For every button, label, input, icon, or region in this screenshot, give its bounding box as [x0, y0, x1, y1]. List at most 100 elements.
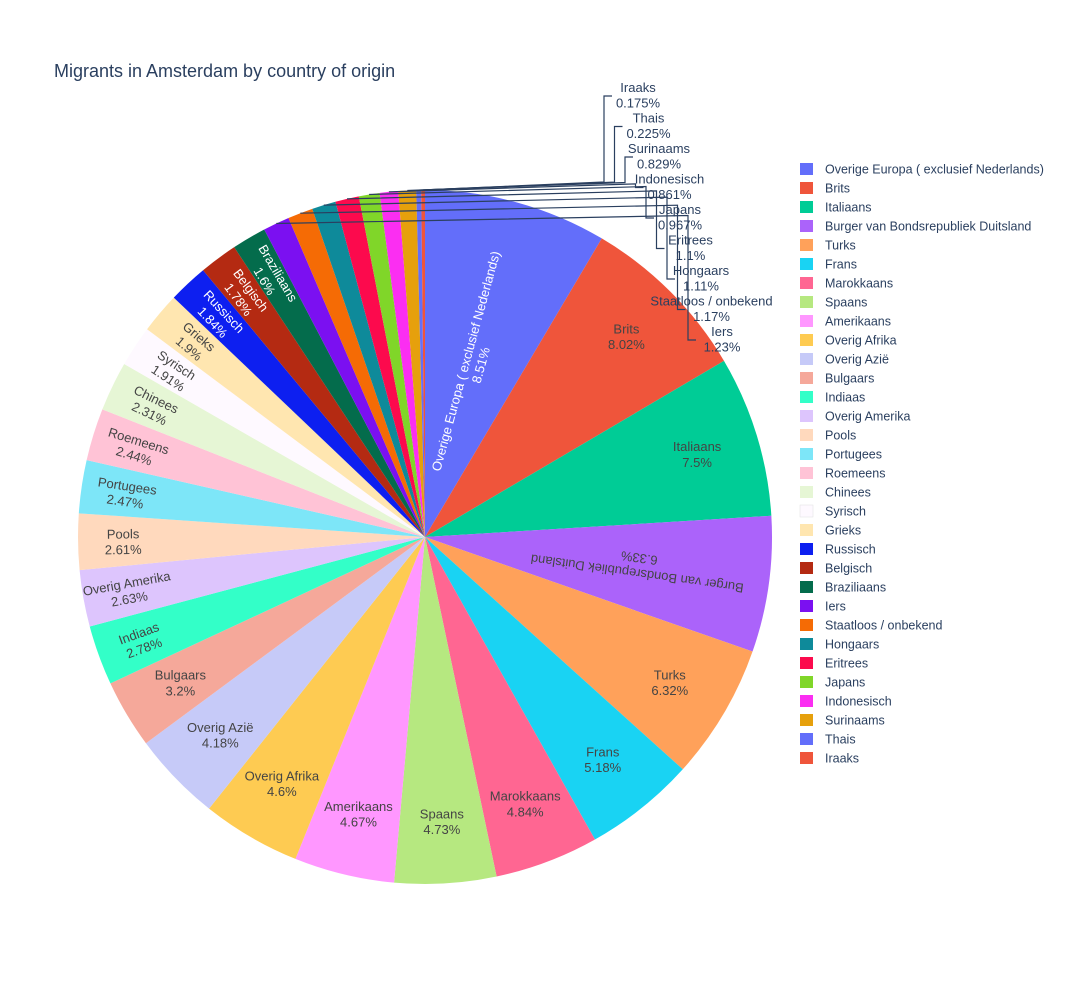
leader-line-iers [276, 214, 696, 341]
legend-swatch [800, 581, 813, 593]
pie-slice-russisch[interactable] [173, 270, 425, 537]
legend-swatch [800, 486, 813, 498]
pie-slice-grieks[interactable] [147, 297, 425, 537]
pie-slice-overige-europa-exclusief-nederlands[interactable] [425, 190, 602, 537]
slice-label-hongaars: Hongaars 1.11% [673, 263, 730, 294]
pie-slice-indiaas[interactable] [89, 537, 426, 684]
pie-slice-marokkaans[interactable] [425, 537, 595, 877]
legend-item-spaans[interactable]: Spaans [800, 296, 867, 310]
legend-item-frans[interactable]: Frans [800, 258, 857, 272]
legend-item-staatloos-onbekend[interactable]: Staatloos / onbekend [800, 619, 942, 633]
legend-item-portugees[interactable]: Portugees [800, 448, 882, 462]
legend-swatch [800, 315, 813, 327]
legend-item-hongaars[interactable]: Hongaars [800, 638, 879, 652]
legend-item-surinaams[interactable]: Surinaams [800, 714, 885, 728]
legend-swatch [800, 638, 813, 650]
legend-item-grieks[interactable]: Grieks [800, 524, 861, 538]
slice-label-staatloos-onbekend: Staatloos / onbekend 1.17% [650, 294, 772, 325]
legend-swatch [800, 220, 813, 232]
pie-slice-frans[interactable] [425, 537, 683, 840]
legend-swatch [800, 258, 813, 270]
legend-label: Grieks [825, 524, 861, 538]
pie-slices [78, 189, 772, 885]
pie-slice-surinaams[interactable] [398, 190, 425, 538]
legend-item-burger-van-bondsrepubliek-duitsland[interactable]: Burger van Bondsrepubliek Duitsland [800, 220, 1031, 234]
slice-label-amerikaans: Amerikaans 4.67% [324, 799, 393, 830]
legend-item-indiaas[interactable]: Indiaas [800, 391, 865, 405]
legend-label: Brits [825, 182, 850, 196]
pie-slice-japans[interactable] [358, 192, 425, 538]
legend-label: Overig Azië [825, 353, 889, 367]
legend-swatch [800, 543, 813, 555]
legend-item-iraaks[interactable]: Iraaks [800, 752, 859, 766]
legend-item-italiaans[interactable]: Italiaans [800, 201, 872, 215]
legend-item-chinees[interactable]: Chinees [800, 486, 871, 500]
pie-slice-overig-afrika[interactable] [209, 537, 425, 859]
legend-label: Bulgaars [825, 372, 874, 386]
legend-label: Surinaams [825, 714, 885, 728]
legend-label: Syrisch [825, 505, 866, 519]
pie-slice-roemeens[interactable] [86, 409, 425, 537]
legend-item-amerikaans[interactable]: Amerikaans [800, 315, 891, 329]
legend-item-russisch[interactable]: Russisch [800, 543, 876, 557]
legend-item-marokkaans[interactable]: Marokkaans [800, 277, 893, 291]
legend-item-brits[interactable]: Brits [800, 182, 850, 196]
legend-item-roemeens[interactable]: Roemeens [800, 467, 885, 481]
pie-slice-brits[interactable] [425, 238, 724, 538]
pie-slice-thais[interactable] [416, 190, 425, 537]
pie-slice-chinees[interactable] [102, 364, 425, 537]
slice-label-iers: Iers 1.23% [704, 324, 741, 355]
legend-item-indonesisch[interactable]: Indonesisch [800, 695, 892, 709]
slice-label-eritrees: Eritrees 1.1% [668, 233, 713, 264]
legend-item-bulgaars[interactable]: Bulgaars [800, 372, 874, 386]
legend-item-iers[interactable]: Iers [800, 600, 846, 614]
pie-slice-overig-azie[interactable] [145, 537, 425, 809]
legend-swatch [800, 524, 813, 536]
pie-slice-staatloos-onbekend[interactable] [288, 208, 425, 537]
pie-slice-braziliaans[interactable] [234, 229, 425, 538]
legend-swatch [800, 733, 813, 745]
leader-line-indonesisch [388, 183, 644, 193]
pie-slice-hongaars[interactable] [312, 201, 425, 537]
legend-item-thais[interactable]: Thais [800, 733, 856, 747]
legend-item-japans[interactable]: Japans [800, 676, 865, 690]
pie-slice-eritrees[interactable] [335, 196, 425, 537]
slice-label-indonesisch: Indonesisch 0.861% [635, 172, 704, 203]
legend-swatch [800, 353, 813, 365]
legend-item-syrisch[interactable]: Syrisch [799, 505, 866, 519]
legend-item-braziliaans[interactable]: Braziliaans [800, 581, 886, 595]
legend-item-eritrees[interactable]: Eritrees [800, 657, 868, 671]
legend-label: Indiaas [825, 391, 865, 405]
legend-item-overig-azie[interactable]: Overig Azië [800, 353, 889, 367]
pie-slice-amerikaans[interactable] [295, 537, 425, 883]
pie-slice-burger-van-bondsrepubliek-duitsland[interactable] [425, 515, 772, 652]
legend-label: Frans [825, 258, 857, 272]
pie-slice-spaans[interactable] [394, 537, 497, 885]
pie-slice-italiaans[interactable] [425, 360, 772, 537]
pie-slice-pools[interactable] [78, 513, 426, 571]
legend-swatch [800, 467, 813, 479]
slice-label-turks: Turks 6.32% [651, 667, 688, 698]
legend-item-pools[interactable]: Pools [800, 429, 856, 443]
pie-slice-belgisch[interactable] [203, 247, 425, 537]
pie-slice-indonesisch[interactable] [379, 191, 425, 537]
legend-item-overig-afrika[interactable]: Overig Afrika [800, 334, 897, 348]
slice-label-surinaams: Surinaams 0.829% [628, 141, 691, 172]
legend-label: Iraaks [825, 752, 859, 766]
legend-label: Indonesisch [825, 695, 892, 709]
slice-label-iraaks: Iraaks 0.175% [616, 80, 661, 111]
pie-slice-overig-amerika[interactable] [79, 537, 425, 627]
pie-slice-portugees[interactable] [78, 460, 425, 537]
pie-slice-iers[interactable] [264, 217, 425, 538]
legend-item-belgisch[interactable]: Belgisch [800, 562, 872, 576]
legend-swatch [800, 619, 813, 631]
pie-slice-bulgaars[interactable] [110, 537, 425, 744]
legend-item-turks[interactable]: Turks [800, 239, 856, 253]
pie-slice-iraaks[interactable] [421, 189, 425, 537]
legend-item-overig-amerika[interactable]: Overig Amerika [800, 410, 910, 424]
pie-slice-syrisch[interactable] [124, 329, 425, 537]
legend-item-overige-europa-exclusief-nederlands[interactable]: Overige Europa ( exclusief Nederlands) [800, 163, 1044, 177]
pie-slice-turks[interactable] [425, 537, 753, 770]
legend-label: Overig Amerika [825, 410, 910, 424]
